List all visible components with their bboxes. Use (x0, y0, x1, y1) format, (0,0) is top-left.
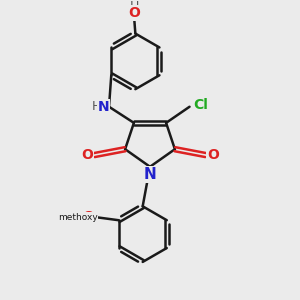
Text: N: N (144, 167, 156, 182)
Text: H: H (92, 100, 101, 113)
Text: methoxy: methoxy (58, 213, 98, 222)
Text: O: O (207, 148, 219, 162)
Text: N: N (97, 100, 109, 114)
Text: O: O (82, 210, 94, 224)
Text: H: H (130, 0, 139, 13)
Text: O: O (128, 6, 140, 20)
Text: O: O (81, 148, 93, 162)
Text: Cl: Cl (193, 98, 208, 112)
